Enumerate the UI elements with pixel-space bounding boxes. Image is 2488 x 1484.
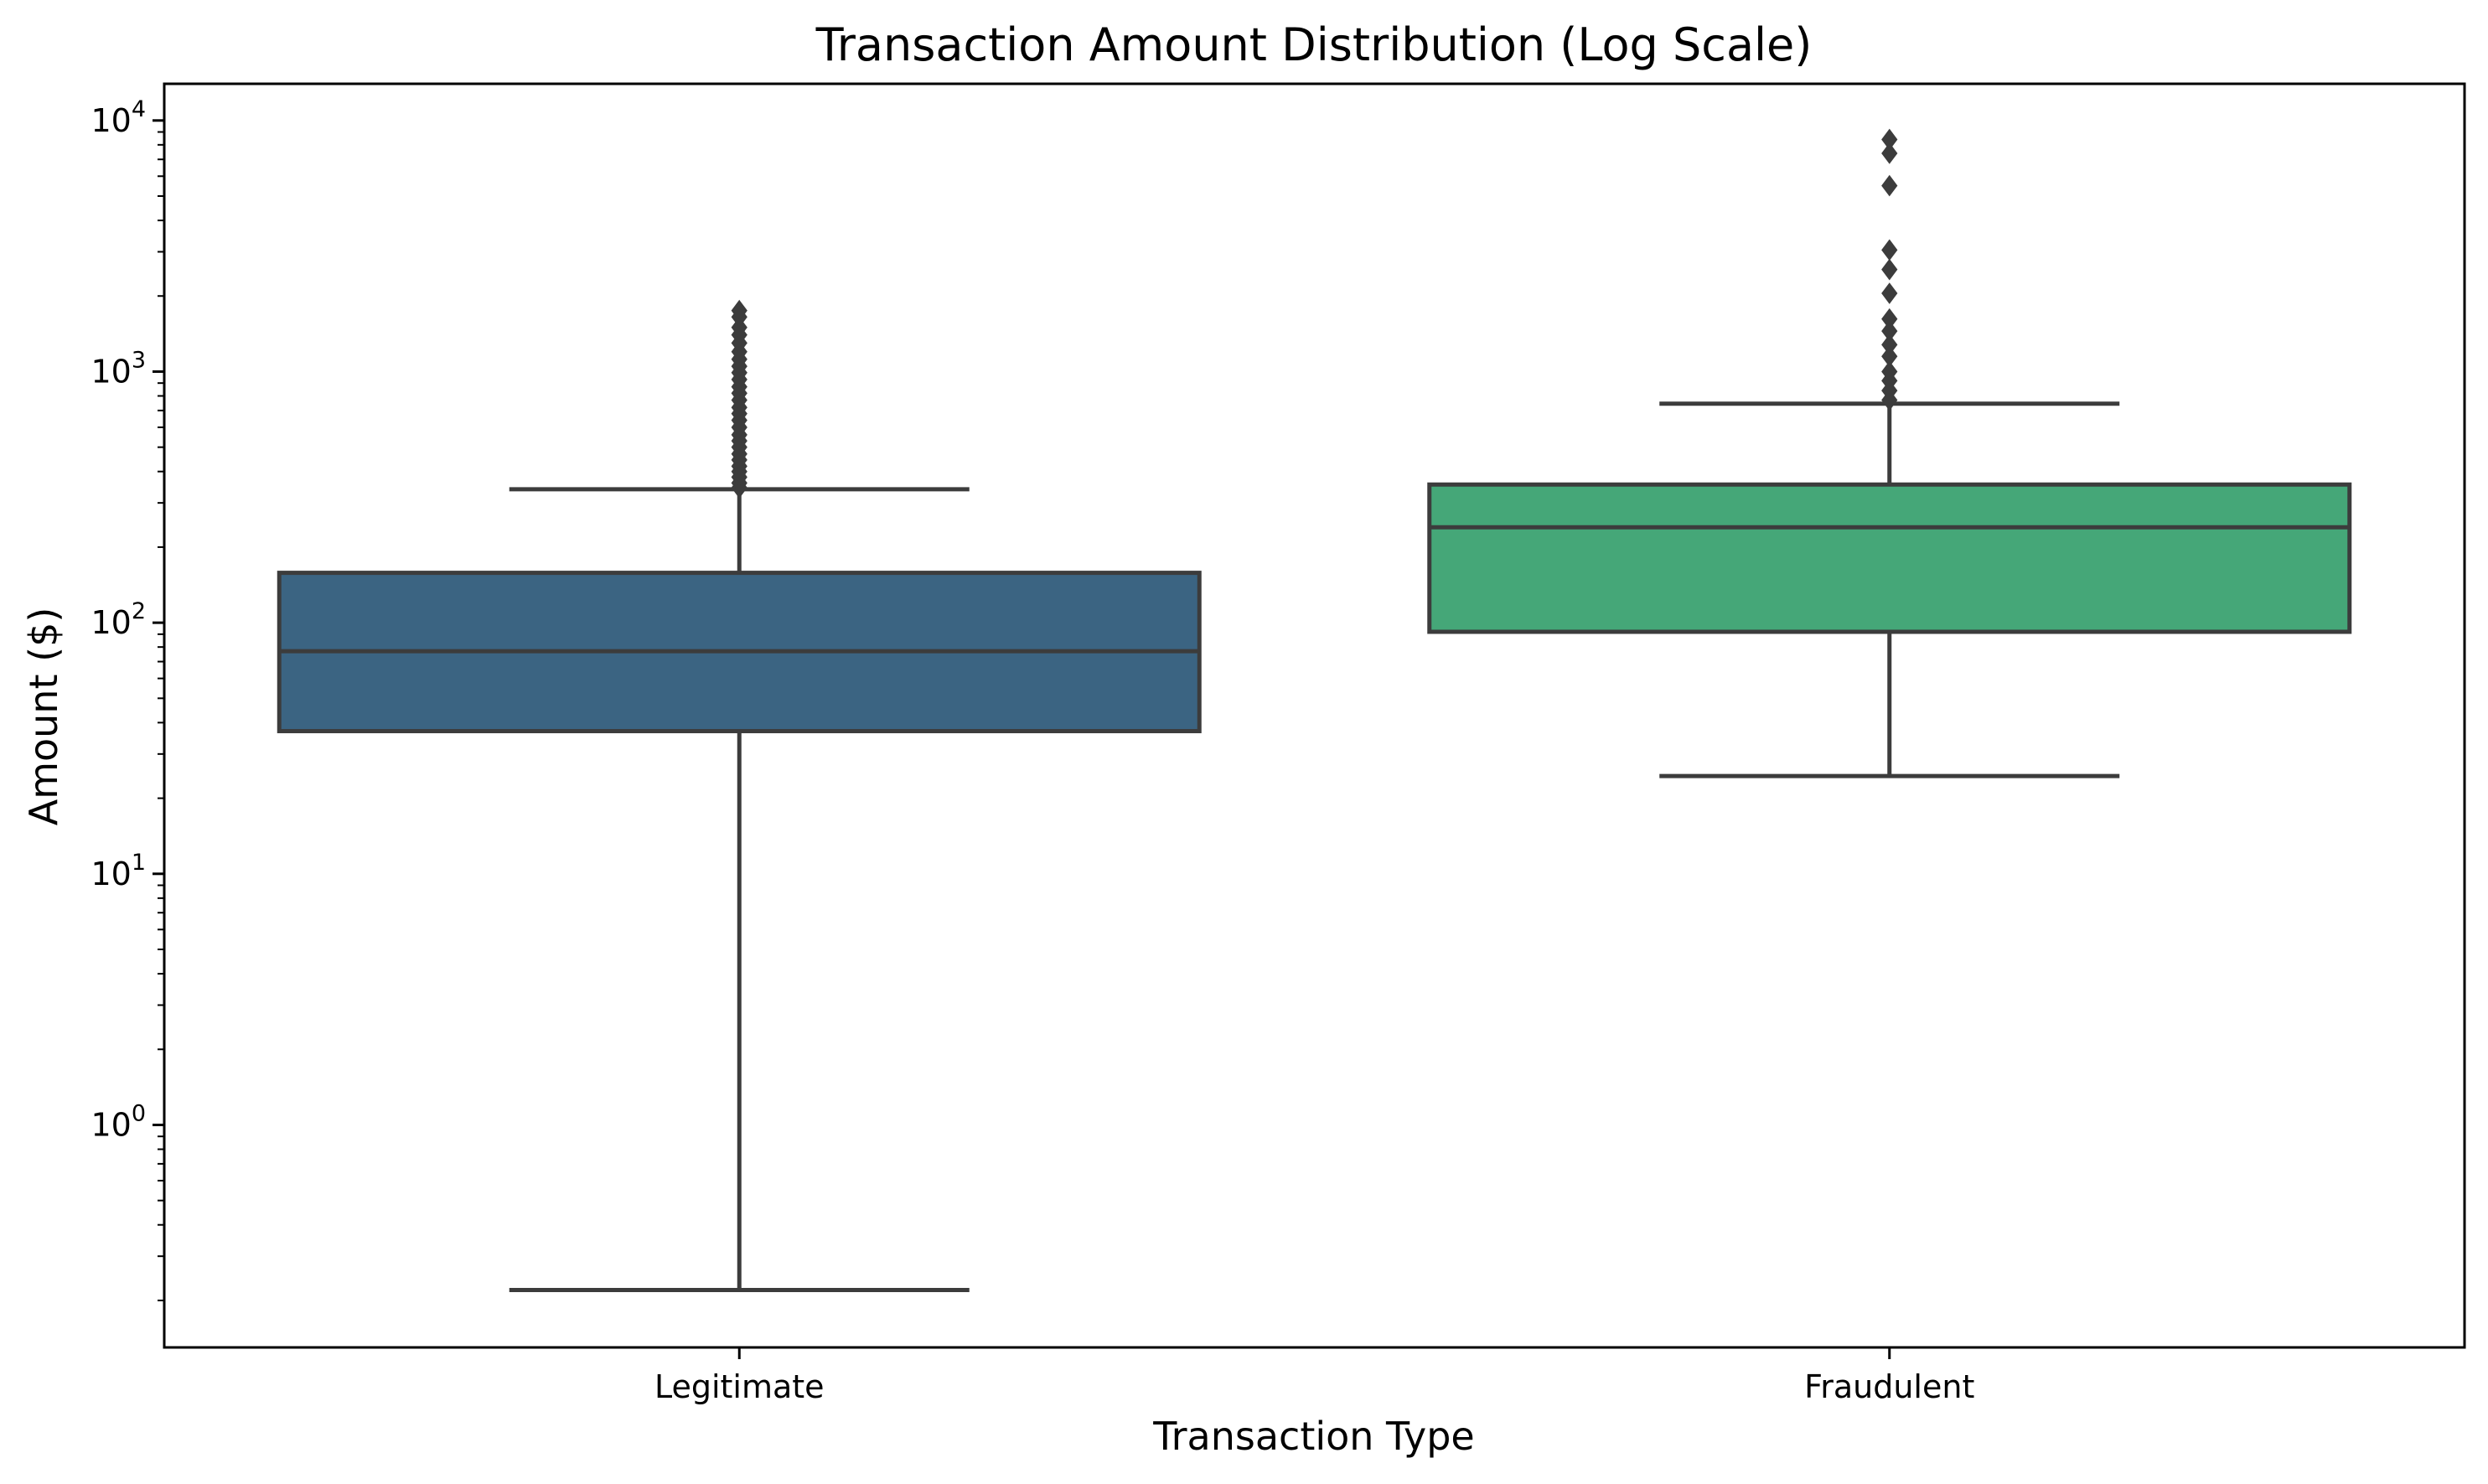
iqr-box: [1427, 482, 2352, 634]
chart-title: Transaction Amount Distribution (Log Sca…: [815, 18, 1813, 71]
y-tick-label: 104: [91, 96, 146, 139]
x-axis-label: Transaction Type: [1152, 1414, 1474, 1459]
outlier-point: [1881, 239, 1898, 261]
outlier-point: [1881, 334, 1898, 356]
outlier-point: [731, 299, 747, 322]
y-tick-label: 100: [91, 1100, 146, 1143]
outlier-point: [1881, 345, 1898, 368]
outlier-point: [1881, 308, 1898, 330]
y-tick-label: 102: [91, 598, 146, 641]
outlier-point: [1881, 128, 1898, 151]
y-tick-label: 101: [91, 850, 146, 892]
outlier-point: [1881, 320, 1898, 342]
y-tick-label: 103: [91, 347, 146, 390]
plot-area: [277, 128, 2352, 1293]
outlier-point: [1881, 282, 1898, 304]
outlier-point: [1881, 258, 1898, 281]
plot-frame: [163, 82, 2466, 1349]
outlier-point: [1881, 174, 1898, 197]
box-group-legitimate: [277, 299, 1202, 1293]
y-axis-label: Amount ($): [21, 608, 66, 826]
outlier-point: [1881, 360, 1898, 383]
box-group-fraudulent: [1427, 128, 2352, 778]
x-tick-label: Fraudulent: [1804, 1368, 1974, 1405]
outlier-point: [1881, 142, 1898, 164]
x-tick-label: Legitimate: [654, 1368, 825, 1405]
